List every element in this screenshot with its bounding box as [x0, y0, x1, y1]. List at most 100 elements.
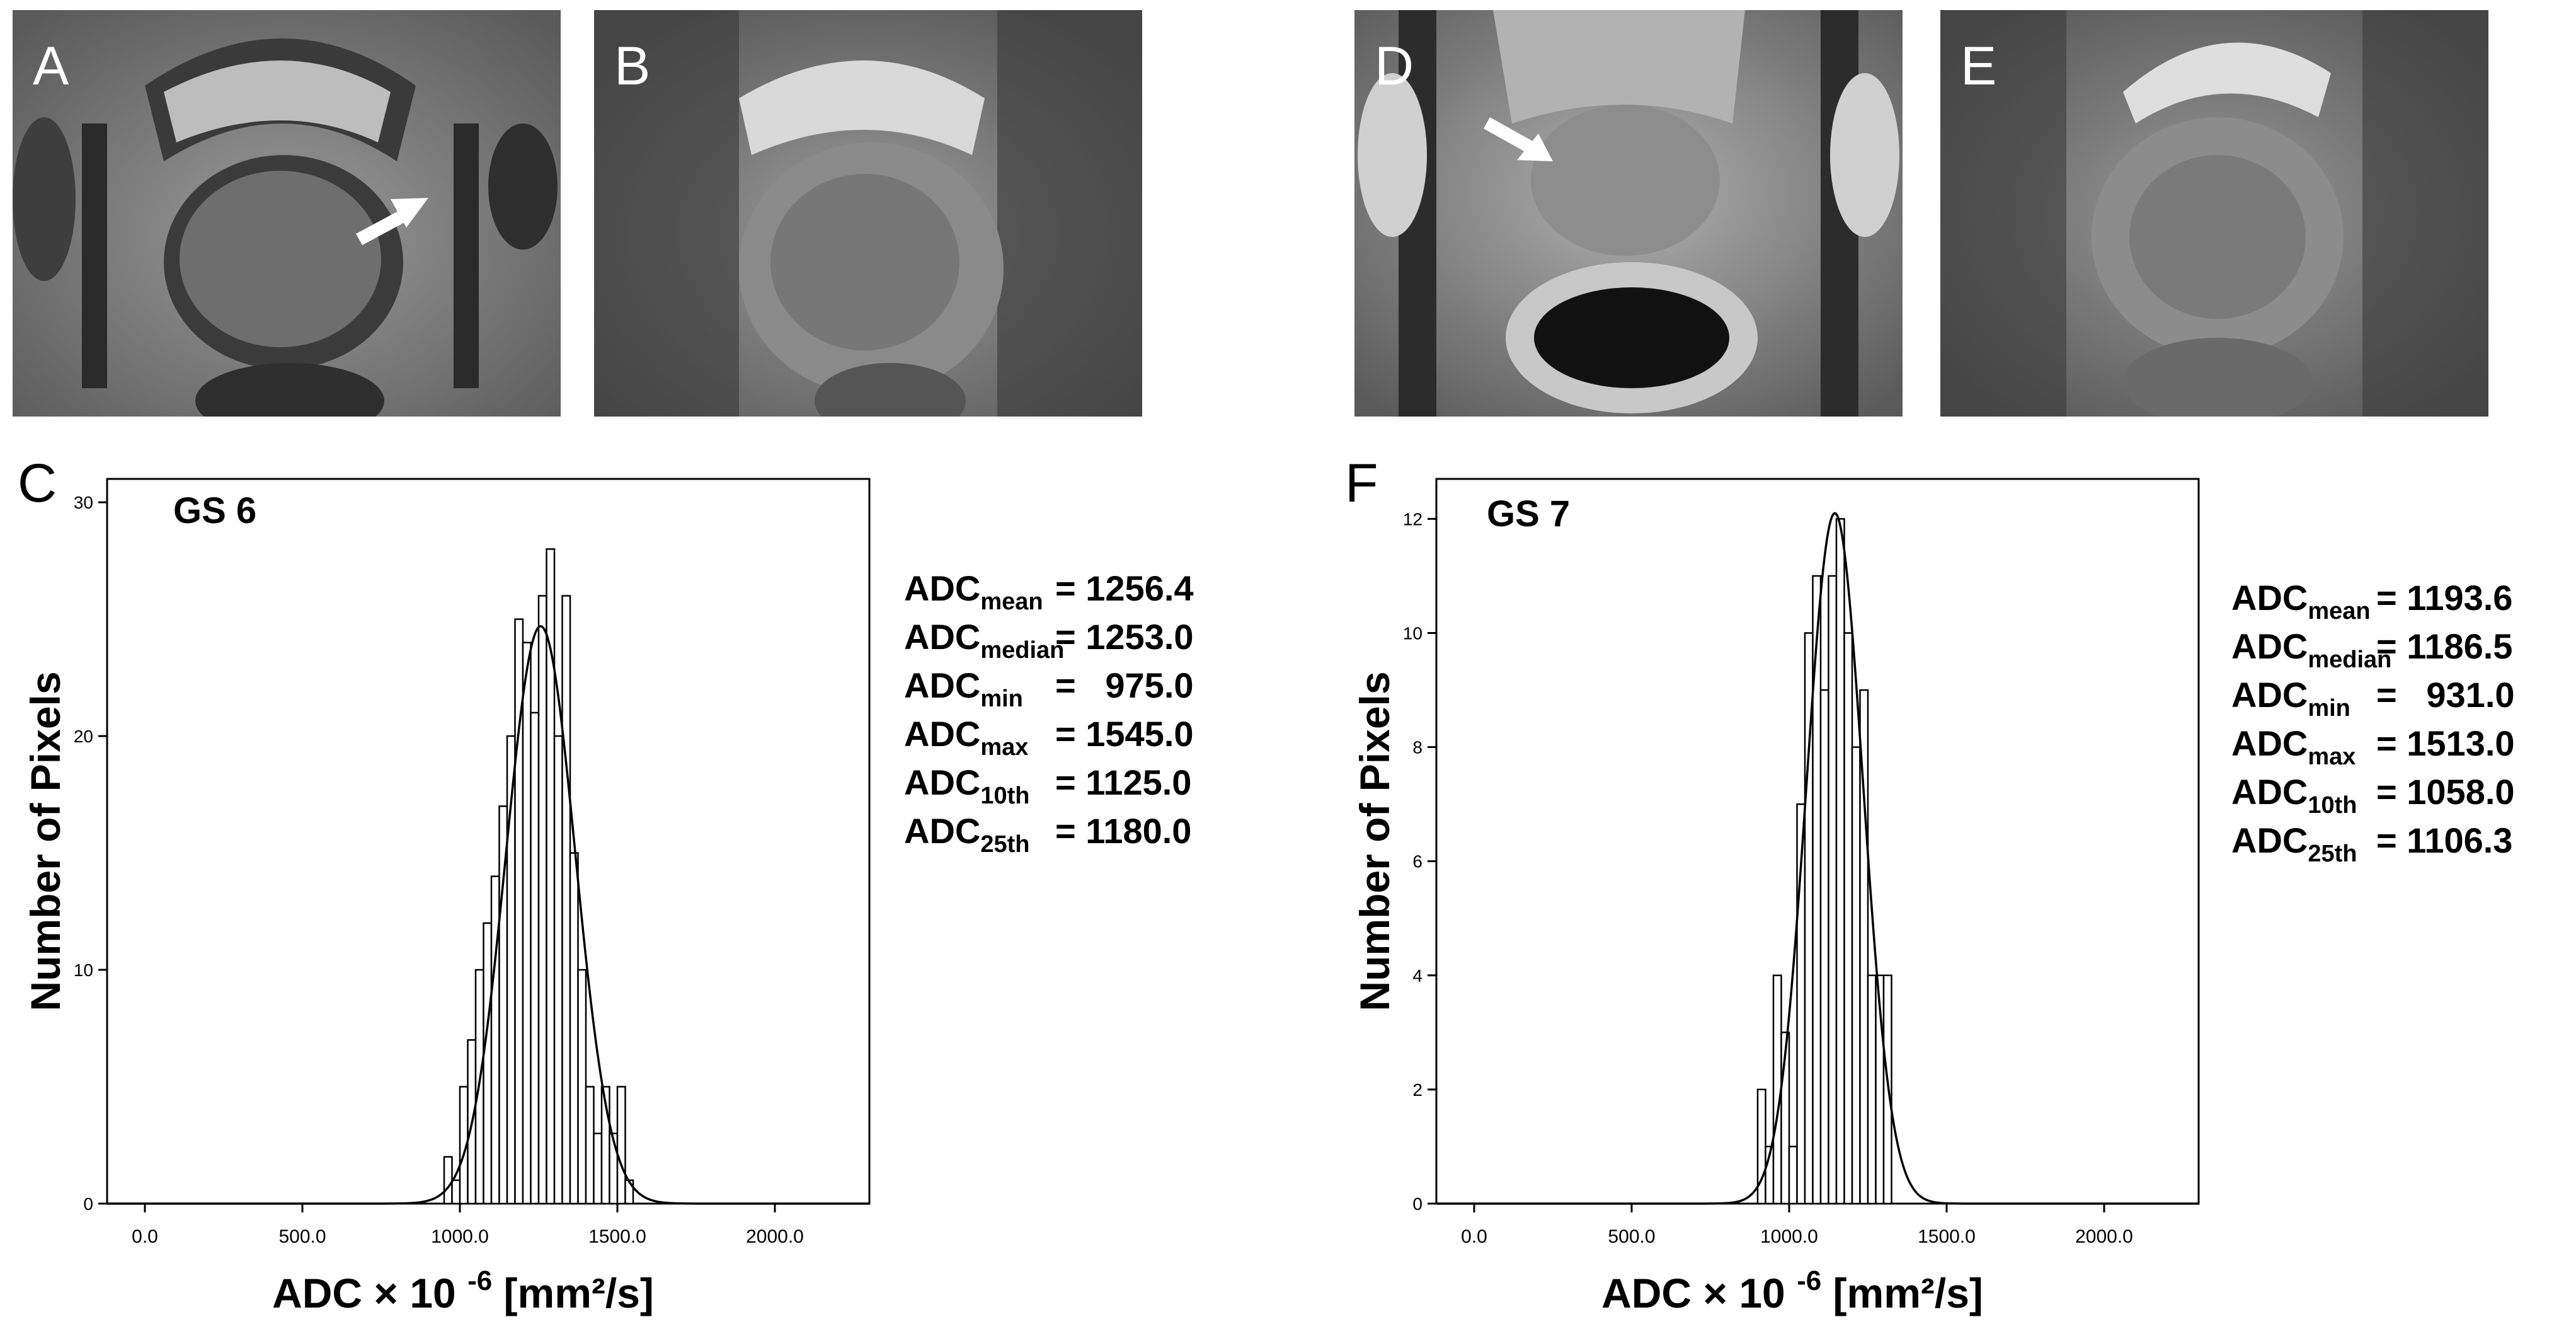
normal-fit-curve [107, 624, 869, 1205]
adc-stats-gs6: ADCmean = 1256.4 ADCmedian = 1253.0 ADCmin = … [904, 564, 1257, 858]
histogram-f: 0 2 4 6 8 10 12 0.0 500.0 1000.0 1500.0 2000.0 GS 7 N… [1329, 435, 2224, 1326]
arrow-icon [356, 207, 413, 245]
normal-fit-curve [1436, 512, 2199, 1205]
x-tick-label: 2000.0 [746, 1226, 804, 1247]
stat-row-min: ADCmin = 975.0 [904, 661, 1257, 712]
stat-name: ADC10th [904, 762, 1030, 809]
stat-name: ADCmin [904, 665, 1023, 712]
stat-row-10th: ADC10th = 1125.0 [904, 758, 1257, 809]
stat-name: ADC25th [904, 811, 1030, 858]
y-tick-label: 2 [1412, 1080, 1423, 1100]
y-tick-label: 0 [83, 1194, 93, 1214]
adc-stats-gs7: ADCmean = 1193.6 ADCmedian = 1186.5 ADCmin = … [2231, 573, 2572, 867]
x-tick-label: 0.0 [132, 1226, 158, 1247]
mri-panel-b: B [594, 10, 1142, 417]
histogram-bar [1867, 974, 1877, 1205]
histogram-chart-gs7: 0 2 4 6 8 10 12 0.0 500.0 1000.0 1500.0 2000.0 GS 7 N… [1351, 478, 2200, 1316]
histogram-bar [616, 1086, 626, 1205]
panel-label-b: B [614, 36, 651, 96]
x-tick-label: 1000.0 [431, 1226, 489, 1247]
mri-panel-d: D [1354, 10, 1903, 417]
stat-name: ADC25th [2231, 820, 2357, 867]
histogram-bar [537, 595, 547, 1205]
x-tick-label: 0.0 [1461, 1226, 1487, 1247]
y-tick-label: 10 [74, 960, 93, 980]
stat-row-mean: ADCmean = 1193.6 [2231, 573, 2572, 624]
histogram-bar [624, 1179, 634, 1205]
stat-value: = 1106.3 [2376, 820, 2513, 860]
y-tick-label: 30 [74, 493, 93, 512]
y-axis-label: Number of Pixels [22, 671, 69, 1011]
stat-name: ADCmedian [2231, 626, 2392, 673]
histogram-bar [1835, 518, 1845, 1205]
stat-name: ADCmin [2231, 675, 2350, 722]
mri-panel-a: A [13, 10, 561, 417]
panel-label-e: E [1961, 36, 1997, 96]
stat-name: ADCmax [2231, 723, 2356, 770]
stat-row-mean: ADCmean = 1256.4 [904, 564, 1257, 615]
stat-value: = 931.0 [2376, 675, 2515, 715]
mri-adc-map-e [1940, 10, 2488, 417]
histogram-bar [569, 852, 579, 1205]
mri-adc-map-b [594, 10, 1142, 417]
histogram-bar [585, 1086, 595, 1205]
stat-name: ADCmedian [904, 617, 1065, 664]
stat-value: = 1186.5 [2376, 626, 2513, 666]
histogram-bar [1819, 689, 1829, 1205]
stat-value: = 1058.0 [2376, 772, 2515, 812]
histogram-bar [522, 641, 532, 1205]
histogram-bar [443, 1156, 453, 1205]
histogram-bar [1788, 1146, 1798, 1205]
histogram-bar [577, 969, 587, 1205]
x-tick-label: 1500.0 [1918, 1226, 1976, 1247]
stat-value: = 1180.0 [1055, 811, 1192, 851]
x-tick-label: 500.0 [1608, 1226, 1655, 1247]
y-tick-label: 6 [1412, 852, 1423, 872]
chart-title: GS 6 [173, 490, 256, 531]
y-axis-label: Number of Pixels [1351, 671, 1398, 1011]
x-axis-label: ADC × 10 -6 [mm²/s] [272, 1265, 654, 1316]
stat-value: = 1125.0 [1055, 762, 1192, 802]
histogram-bar [530, 711, 540, 1205]
histogram-bar [561, 595, 571, 1205]
y-tick-label: 8 [1412, 738, 1423, 757]
stat-value: = 1253.0 [1055, 617, 1194, 657]
x-tick-label: 2000.0 [2075, 1226, 2133, 1247]
stat-value: = 975.0 [1055, 665, 1194, 705]
stat-row-25th: ADC25th = 1106.3 [2231, 816, 2572, 867]
histogram-bar [1843, 632, 1853, 1205]
histogram-bar [451, 1179, 461, 1205]
stat-row-max: ADCmax = 1513.0 [2231, 719, 2572, 770]
y-tick-label: 4 [1412, 966, 1423, 986]
histogram-c: 0 10 20 30 0.0 500.0 1000.0 1500.0 2000.0 GS 6 Num… [0, 435, 895, 1326]
x-axis-label: ADC × 10 -6 [mm²/s] [1601, 1265, 1983, 1316]
stat-row-max: ADCmax = 1545.0 [904, 710, 1257, 761]
histogram-bar [1828, 575, 1838, 1205]
y-tick-label: 10 [1403, 623, 1423, 643]
chart-title: GS 7 [1487, 493, 1570, 534]
stat-value: = 1545.0 [1055, 714, 1194, 754]
stat-value: = 1513.0 [2376, 723, 2515, 763]
histogram-chart-gs6: 0 10 20 30 0.0 500.0 1000.0 1500.0 2000.0 GS 6 Num… [22, 478, 871, 1316]
stat-name: ADCmean [2231, 578, 2371, 624]
histogram-bar [1851, 746, 1861, 1205]
histogram-bar [593, 1132, 603, 1205]
x-tick-label: 500.0 [278, 1226, 326, 1247]
mri-t2-image-d [1354, 10, 1903, 417]
y-tick-label: 12 [1403, 509, 1423, 529]
mri-t2-image-a [13, 10, 561, 417]
stat-name: ADC10th [2231, 772, 2357, 819]
stat-value: = 1256.4 [1055, 568, 1194, 608]
x-tick-label: 1000.0 [1760, 1226, 1818, 1247]
y-tick-label: 20 [74, 727, 93, 746]
stat-row-min: ADCmin = 931.0 [2231, 670, 2572, 722]
x-tick-label: 1500.0 [588, 1226, 646, 1247]
y-tick-label: 0 [1412, 1194, 1423, 1214]
panel-label-d: D [1375, 36, 1414, 96]
stat-row-25th: ADC25th = 1180.0 [904, 807, 1257, 858]
stat-name: ADCmean [904, 568, 1043, 615]
stat-value: = 1193.6 [2376, 578, 2513, 618]
stat-row-median: ADCmedian = 1253.0 [904, 613, 1257, 664]
stat-row-median: ADCmedian = 1186.5 [2231, 622, 2572, 673]
histogram-bar [553, 735, 563, 1205]
